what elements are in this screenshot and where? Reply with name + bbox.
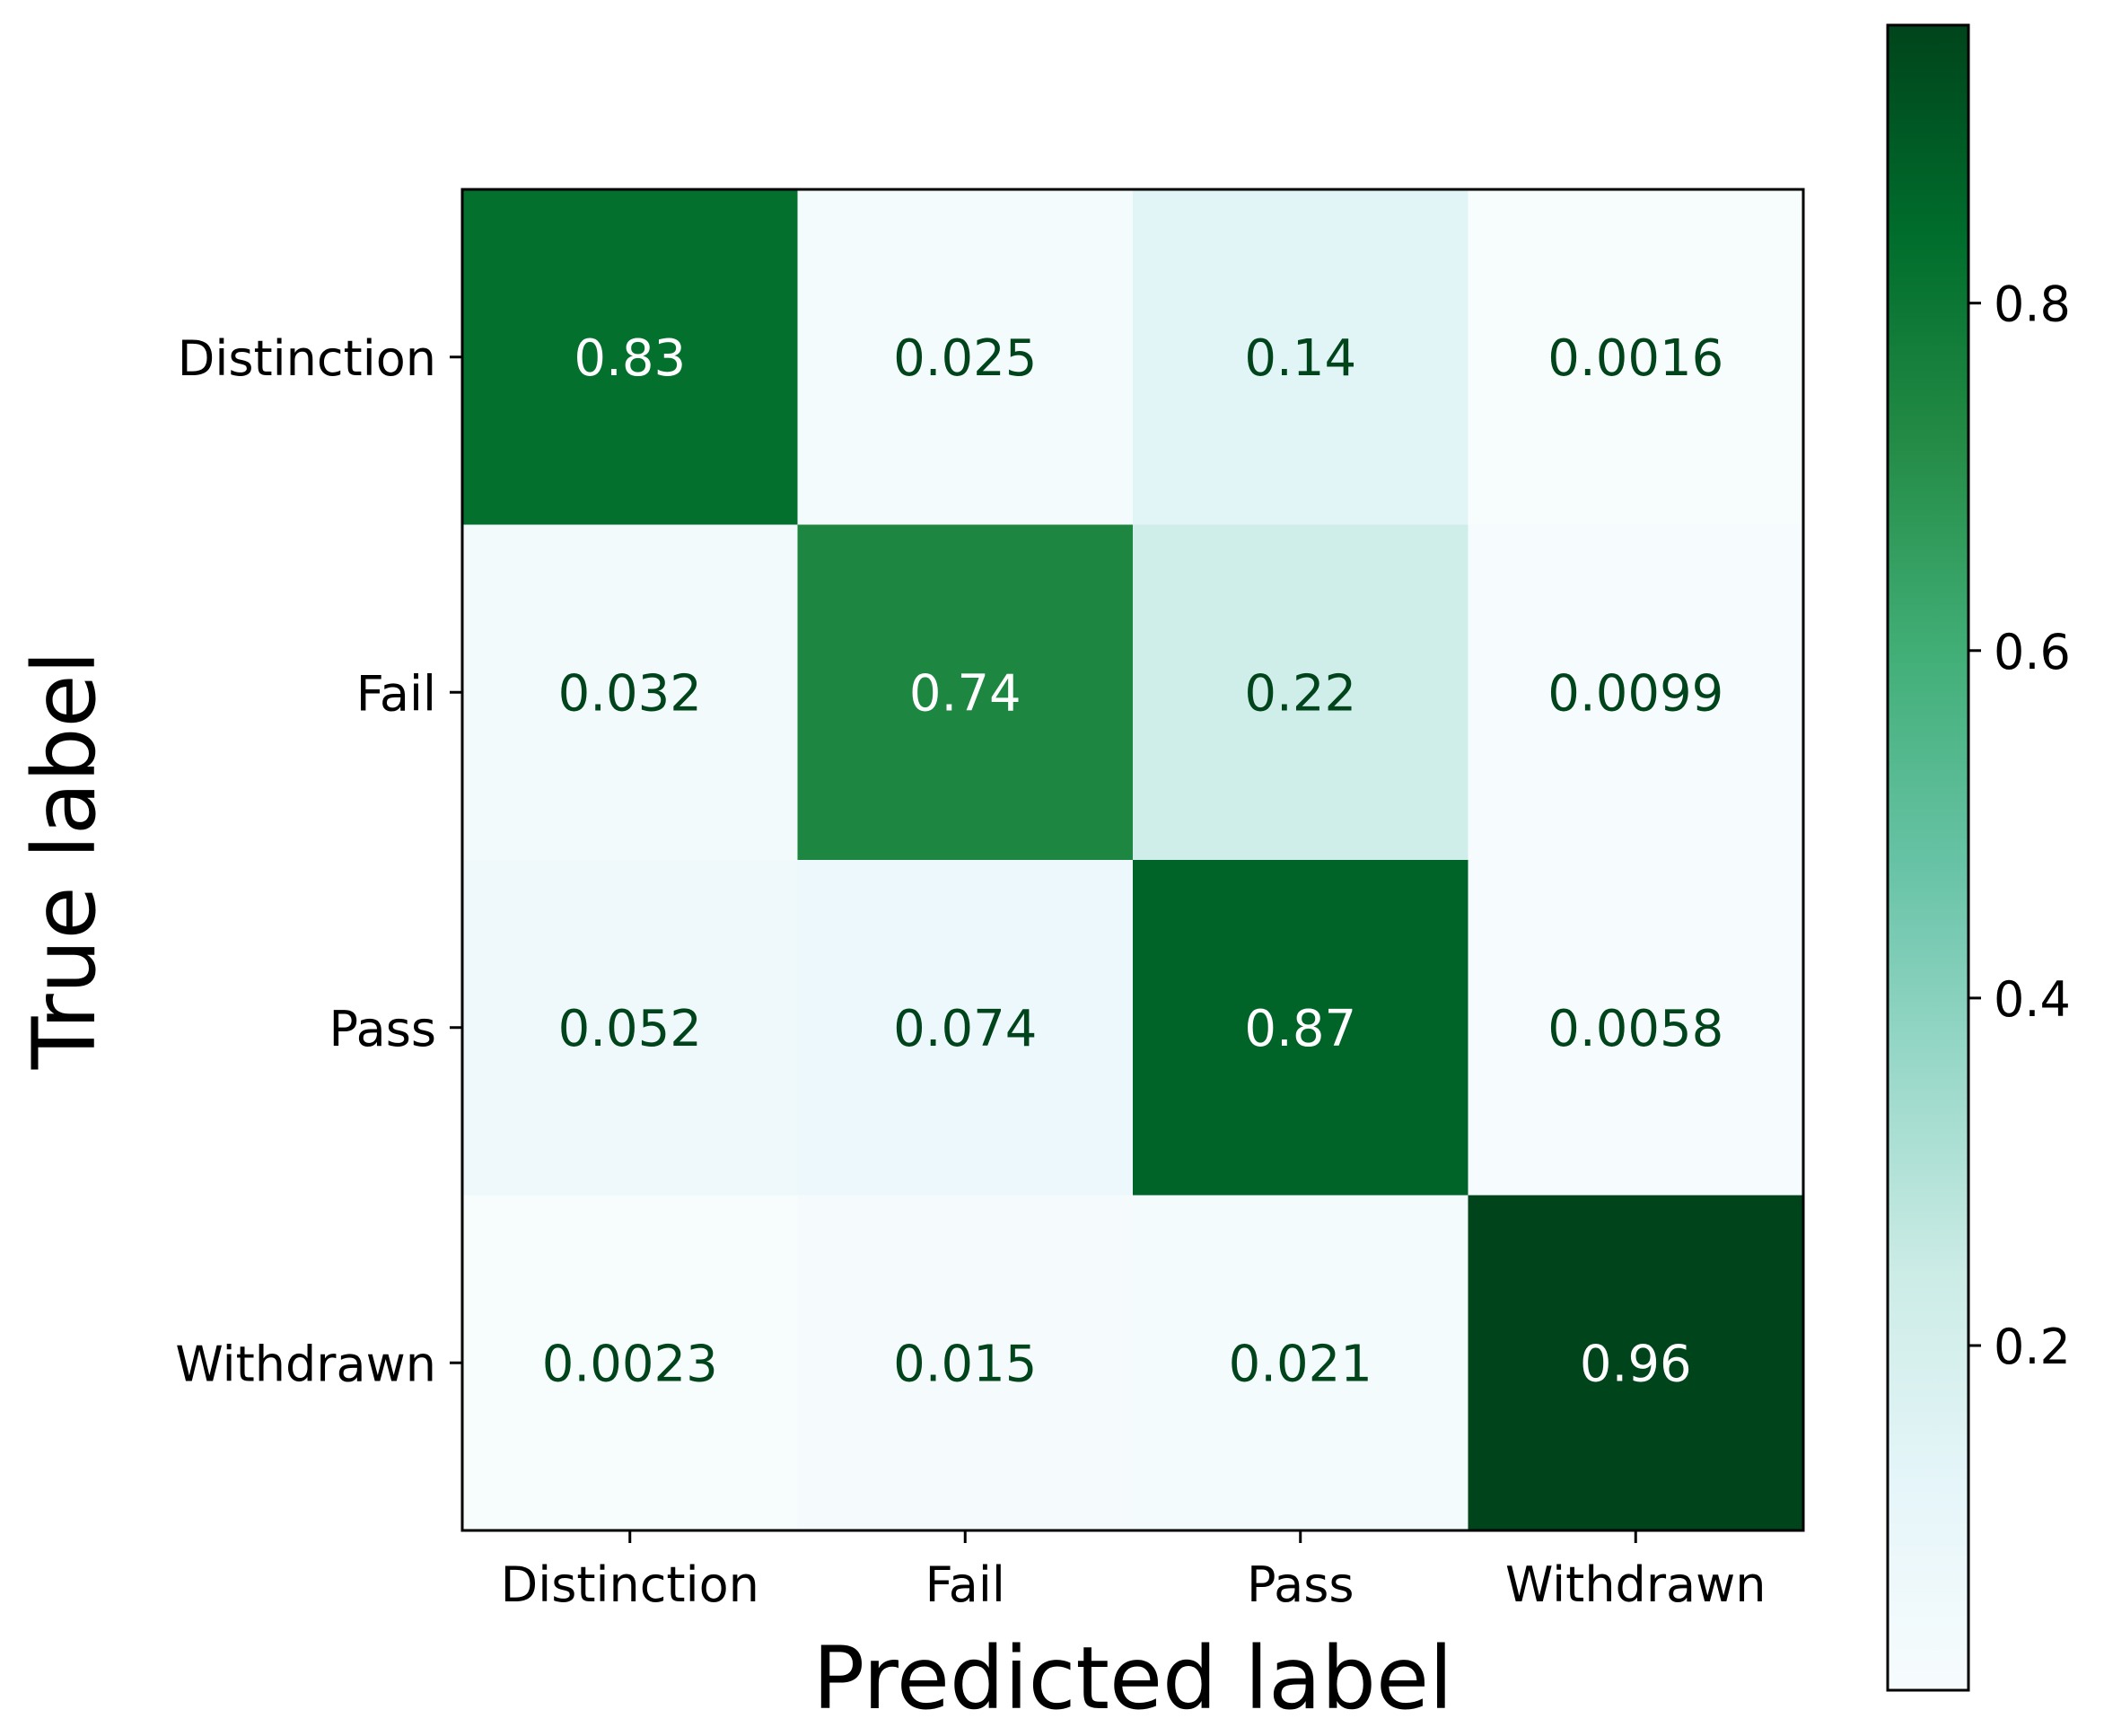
y-tick-label-withdrawn: Withdrawn (175, 1336, 436, 1392)
cell-value-label: 0.052 (558, 1000, 702, 1058)
cell-value-label: 0.032 (558, 664, 702, 723)
colorbar-tick-label: 0.8 (1994, 276, 2071, 333)
cell-fail-pass (1133, 524, 1469, 861)
x-axis-title: Predicted label (812, 1628, 1452, 1729)
x-tick-label-withdrawn: Withdrawn (1505, 1556, 1766, 1613)
cell-pass-pass (1133, 860, 1469, 1197)
cell-value-label: 0.025 (893, 329, 1037, 388)
y-tick-label-pass: Pass (329, 1001, 437, 1057)
x-tick-label-pass: Pass (1247, 1556, 1354, 1613)
cell-pass-distinction (462, 860, 799, 1197)
x-tick-label-fail: Fail (925, 1556, 1005, 1613)
cell-pass-fail (797, 860, 1134, 1197)
y-axis-title: True label (14, 651, 115, 1071)
cell-value-label: 0.96 (1580, 1335, 1692, 1393)
cell-distinction-withdrawn (1468, 189, 1804, 526)
cell-value-labels: 0.83 0.025 0.14 0.0016 0.032 0.74 0.22 0.0099 0.… (542, 329, 1723, 1394)
cell-value-label: 0.074 (893, 1000, 1037, 1058)
cell-withdrawn-distinction (462, 1195, 799, 1531)
x-tick-label-distinction: Distinction (501, 1556, 759, 1613)
cell-withdrawn-pass (1133, 1195, 1469, 1531)
cell-fail-withdrawn (1468, 524, 1804, 861)
cell-fail-distinction (462, 524, 799, 861)
cell-value-label: 0.0016 (1547, 329, 1723, 388)
cell-distinction-pass (1133, 189, 1469, 526)
cell-withdrawn-withdrawn (1468, 1195, 1804, 1531)
cell-fail-fail (797, 524, 1134, 861)
y-tick-label-distinction: Distinction (178, 330, 436, 387)
colorbar-tick-label: 0.4 (1994, 971, 2071, 1028)
cell-pass-withdrawn (1468, 860, 1804, 1197)
cell-value-label: 0.83 (574, 329, 686, 388)
colorbar-tick-label: 0.2 (1994, 1319, 2071, 1375)
x-axis-ticks: Distinction Fail Pass Withdrawn (501, 1530, 1766, 1613)
cell-value-label: 0.015 (893, 1335, 1037, 1393)
cell-distinction-fail (797, 189, 1134, 526)
cell-value-label: 0.14 (1244, 329, 1356, 388)
heatmap-cells (462, 189, 1804, 1531)
cell-value-label: 0.74 (909, 664, 1021, 723)
colorbar-tick-label: 0.6 (1994, 624, 2071, 680)
y-axis-ticks: Distinction Fail Pass Withdrawn (175, 330, 462, 1392)
y-tick-label-fail: Fail (356, 665, 436, 722)
cell-value-label: 0.021 (1229, 1335, 1372, 1393)
colorbar-ticks: 0.2 0.4 0.6 0.8 (1968, 276, 2071, 1375)
cell-value-label: 0.0099 (1547, 664, 1723, 723)
colorbar (1888, 25, 1968, 1690)
cell-value-label: 0.0023 (542, 1335, 718, 1393)
plot-frame (460, 188, 1805, 1532)
cell-value-label: 0.22 (1244, 664, 1356, 723)
cell-value-label: 0.87 (1244, 1000, 1356, 1058)
colorbar-frame (1886, 23, 1970, 1692)
cell-value-label: 0.0058 (1547, 1000, 1723, 1058)
cell-distinction-distinction (462, 189, 799, 526)
cell-withdrawn-fail (797, 1195, 1134, 1531)
